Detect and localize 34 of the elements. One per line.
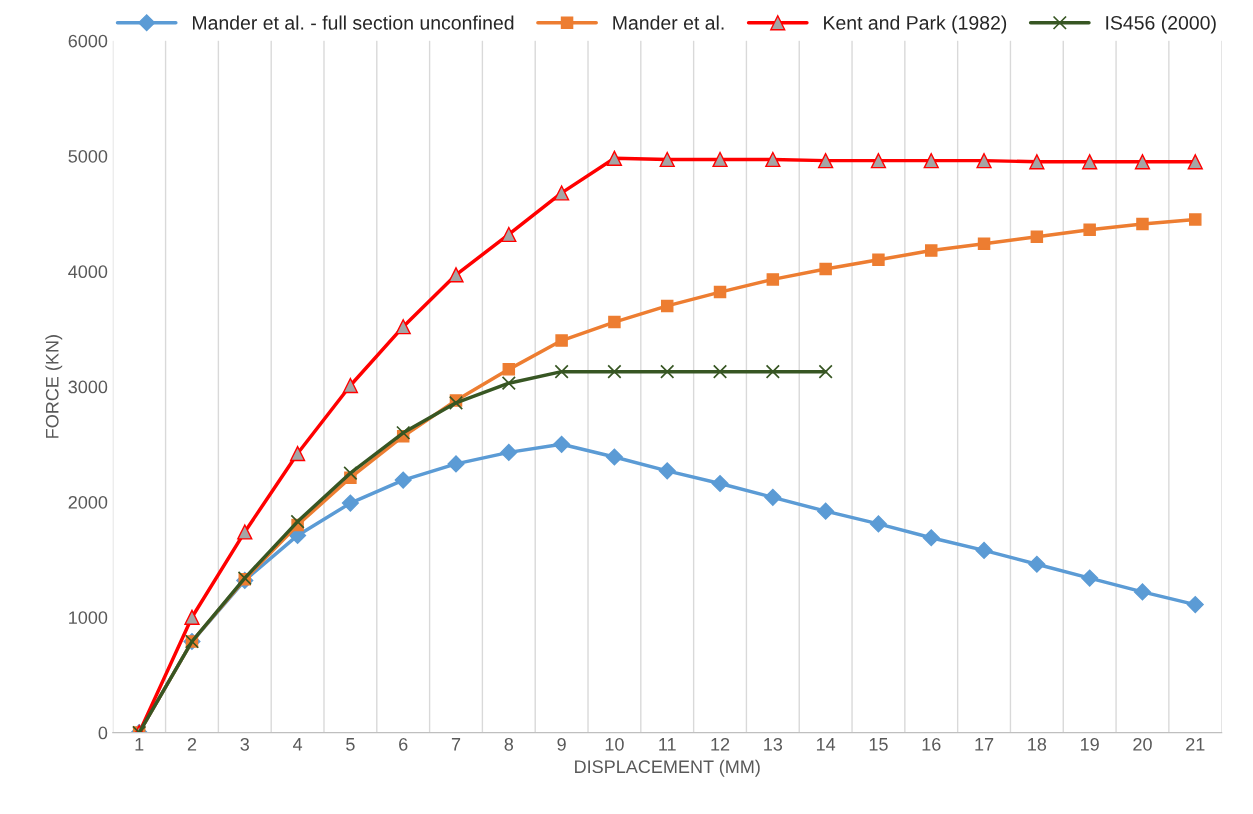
x-tick-label: 17 [975, 738, 994, 751]
y-tick-label: 2000 [68, 495, 108, 509]
y-tick-label: 6000 [68, 34, 108, 48]
y-tick-label: 4000 [68, 265, 108, 279]
x-tick-label: 6 [399, 737, 408, 751]
x-tick-label: 11 [659, 738, 676, 751]
x-tick-label: 7 [451, 738, 461, 751]
x-tick-label: 15 [869, 738, 888, 751]
x-tick-label: 2 [187, 737, 197, 751]
x-tick-label: 9 [557, 737, 566, 751]
legend-label: Mander et al. - full section unconfined [193, 15, 514, 30]
x-tick-label: 14 [816, 738, 836, 751]
x-tick-label: 4 [292, 738, 303, 751]
x-tick-label: 5 [346, 738, 355, 751]
x-tick-label: 21 [1186, 737, 1205, 751]
x-tick-label: 16 [922, 737, 941, 751]
x-axis-title: DISPLACEMENT (MM) [575, 759, 760, 777]
y-tick-label: 5000 [68, 149, 108, 163]
x-tick-label: 8 [504, 737, 514, 751]
y-tick-label: 3000 [68, 380, 108, 394]
x-tick-label: 13 [764, 737, 783, 751]
y-tick-label: 1000 [69, 611, 108, 624]
legend-label: IS456 (2000) [1106, 15, 1216, 34]
x-tick-label: 19 [1081, 737, 1099, 751]
legend-label: Mander et al. [613, 15, 724, 30]
legend-label: Kent and Park (1982) [824, 15, 1007, 34]
y-tick-label: 0 [98, 726, 108, 740]
x-tick-label: 3 [240, 737, 250, 751]
y-axis-title: FORCE (KN) [45, 335, 63, 438]
x-tick-label: 10 [605, 737, 624, 751]
x-tick-label: 18 [1028, 737, 1047, 751]
x-tick-label: 20 [1133, 737, 1152, 751]
x-tick-label: 1 [135, 738, 144, 751]
x-tick-label: 12 [711, 737, 730, 751]
